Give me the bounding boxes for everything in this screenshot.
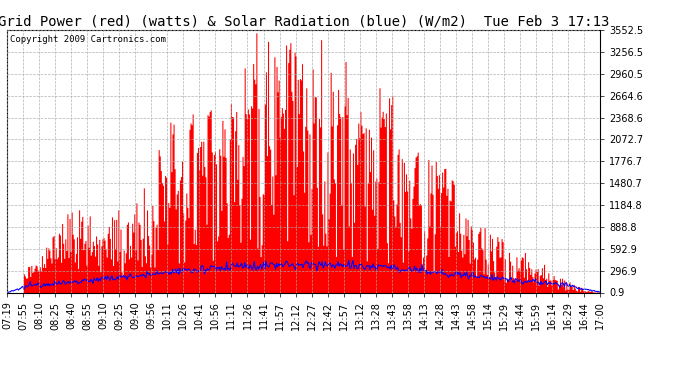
- Text: Copyright 2009 Cartronics.com: Copyright 2009 Cartronics.com: [10, 35, 166, 44]
- Title: Grid Power (red) (watts) & Solar Radiation (blue) (W/m2)  Tue Feb 3 17:13: Grid Power (red) (watts) & Solar Radiati…: [0, 15, 609, 29]
